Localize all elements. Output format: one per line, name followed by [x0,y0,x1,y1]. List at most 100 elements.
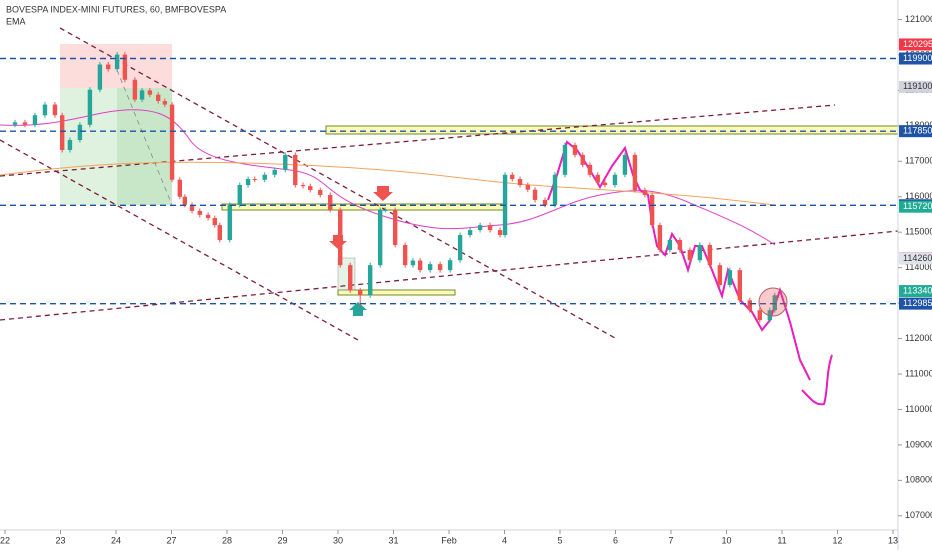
candle-body [328,194,333,210]
candle-body [510,174,515,180]
candle-body [237,185,242,205]
candle-body [348,265,353,291]
candle-body [525,185,531,190]
reward-zone-inner [117,88,172,205]
x-tick-label: 29 [277,535,287,545]
candle-body [147,90,153,95]
candle-body [59,115,65,150]
candle-body [772,295,777,311]
candle-body [212,218,217,226]
candle-body [717,265,723,286]
candle-body [205,214,211,219]
candle-body [382,209,388,211]
candle-body [300,185,306,187]
candle-body [162,101,168,105]
candle-body [42,104,48,116]
candle-body [67,140,73,150]
candle-body [410,260,416,266]
candle-body [293,154,298,186]
candle-body [189,204,195,211]
x-tick-label: 4 [502,535,507,545]
candle-body [32,115,38,125]
projection [547,140,811,381]
candle-body [392,209,398,245]
candle-body [552,174,558,205]
ema-line [0,161,776,206]
candle-body [612,174,618,186]
candle-body [487,225,493,231]
y-tick-label: 112000 [905,333,932,343]
x-tick-label: 24 [111,535,121,545]
candle-body [622,154,628,175]
candle-body [447,260,453,271]
price-tag-label: 119900 [903,53,932,63]
x-tick-label: 27 [166,535,176,545]
sell-arrow [373,186,393,201]
y-tick-label: 110000 [905,404,932,414]
highlight [758,287,788,317]
candle-body [367,265,373,296]
buy-arrow [349,302,367,316]
zone [325,125,899,135]
price-tag [899,297,932,310]
candle-body [417,260,423,271]
trendlines [0,27,899,341]
candle-body [155,94,161,102]
candle-body [572,144,578,155]
candle-body [357,290,363,296]
x-tick-label: 12 [832,535,842,545]
candle-body [272,169,277,175]
candle-body [697,244,703,261]
candle-body [139,90,145,100]
candle-body [402,244,408,266]
x-tick-label: 22 [0,535,10,545]
price-tag-label: 114260 [903,253,932,263]
chart-title: BOVESPA INDEX-MINI FUTURES, 60, BMFBOVES… [6,4,226,14]
indicator-label: EMA [6,16,26,26]
price-tag [899,52,932,65]
price-tag [899,285,932,298]
y-tick-label: 117000 [905,156,932,166]
candle-body [169,104,175,180]
candle-body [562,144,568,175]
candle-body [377,209,383,266]
candle-body [77,124,83,141]
candle-body [308,186,313,191]
candle-body [318,190,323,195]
candle-body [87,89,93,125]
candle-body [262,174,267,180]
x-tick-label: 30 [333,535,343,545]
price-tag [899,125,932,138]
price-tag-label: 115720 [903,201,932,211]
candle-body [657,225,663,250]
price-tag-label: 113340 [903,285,932,295]
candle-body [707,244,713,266]
price-tag [899,38,932,51]
candle-body [602,182,608,186]
candle-body [97,64,103,90]
y-tick-label: 111000 [905,368,932,378]
x-tick-label: Feb [441,535,457,545]
y-tick-label: 109000 [905,439,932,449]
candle-body [227,204,232,241]
trendline [0,230,899,321]
trendline [0,139,359,341]
x-tick-label: 5 [557,535,562,545]
y-tick-label: 115000 [905,227,932,237]
x-tick-label: 23 [55,535,65,545]
candle-body [245,179,251,186]
drawings [0,27,899,406]
candle-body [532,189,538,200]
candle-body [467,230,473,236]
candle-body [252,179,257,181]
x-tick-label: 31 [388,535,398,545]
y-tick-label: 116000 [905,191,932,201]
price-tag [899,200,932,213]
x-tick-label: 11 [777,535,786,545]
price-tag-label: 112985 [903,298,932,308]
candle-body [52,104,58,116]
trendline [116,69,173,206]
zone [337,289,456,296]
candle-body [106,64,111,70]
candle-body [114,54,120,70]
